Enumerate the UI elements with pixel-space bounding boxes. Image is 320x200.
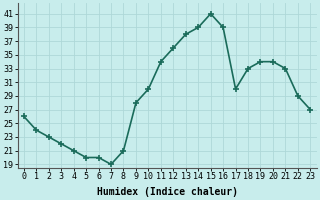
X-axis label: Humidex (Indice chaleur): Humidex (Indice chaleur) xyxy=(97,186,237,197)
